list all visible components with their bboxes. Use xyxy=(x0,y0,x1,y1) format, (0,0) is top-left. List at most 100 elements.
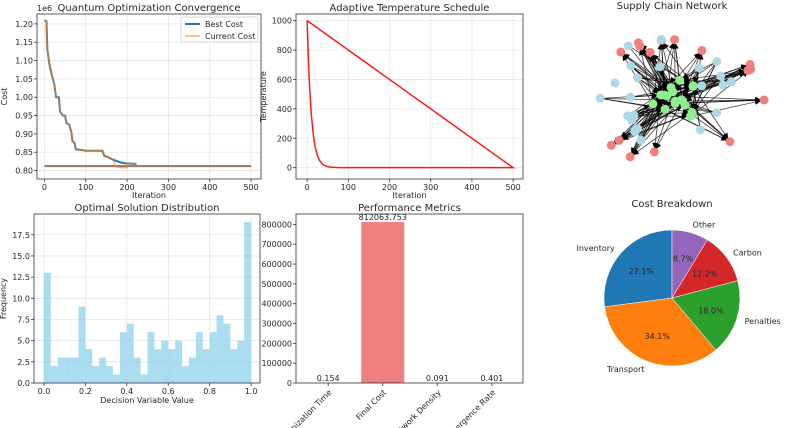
histogram-bar xyxy=(106,366,113,383)
warehouse-node xyxy=(630,126,640,136)
warehouse-node xyxy=(712,56,722,66)
y-tick-label: 0.80 xyxy=(15,167,33,176)
warehouse-node xyxy=(623,41,633,51)
hub-node xyxy=(677,96,687,106)
legend-frame xyxy=(180,16,259,43)
x-tick-label: 500 xyxy=(243,183,258,192)
y-tick-label: 600 xyxy=(277,75,292,84)
x-tick-label: 400 xyxy=(464,183,479,192)
x-tick-label: 200 xyxy=(382,183,397,192)
supplier-node xyxy=(725,137,735,147)
warehouse-node xyxy=(633,73,643,83)
network-edge xyxy=(600,97,693,114)
histogram-bar xyxy=(209,332,217,383)
chart-title: Quantum Optimization Convergence xyxy=(58,3,241,14)
x-axis-label: Iteration xyxy=(393,191,427,200)
hub-node xyxy=(648,99,658,109)
y-tick-label: 500000 xyxy=(261,280,292,289)
histogram-bar xyxy=(244,222,252,383)
warehouse-node xyxy=(697,81,707,91)
y-tick-label: 1.05 xyxy=(15,75,33,84)
x-axis-label: Decision Variable Value xyxy=(100,396,194,405)
y-axis-label: Cost xyxy=(0,88,9,106)
y-tick-label: 1.20 xyxy=(15,20,33,29)
series-line-current-cost xyxy=(44,19,252,169)
axes-frame xyxy=(295,213,524,384)
x-tick-label: 300 xyxy=(161,183,176,192)
chart-title: Supply Chain Network xyxy=(617,1,728,12)
supplier-node xyxy=(745,59,755,69)
x-tick-label: 0.4 xyxy=(120,387,133,396)
supplier-node xyxy=(635,41,645,51)
pie-percent-label: 27.1% xyxy=(629,267,655,276)
y-tick-label: 0 xyxy=(287,164,292,173)
warehouse-node xyxy=(610,78,620,88)
subplot-1: 0 100 200 300 400 500 0 200 400 600 800 1000 Adaptiv… xyxy=(259,3,524,200)
network-edge xyxy=(690,99,765,117)
y-axis-label: Temperature xyxy=(259,71,268,123)
supplier-node xyxy=(670,35,680,45)
plot-area xyxy=(306,20,516,169)
warehouse-node xyxy=(656,34,666,44)
y-tick-label: 800000 xyxy=(261,220,292,229)
histogram-bar xyxy=(85,349,93,383)
x-tick-label: 1.0 xyxy=(245,387,258,396)
metric-bar xyxy=(361,222,405,383)
y-tick-label: 7.5 xyxy=(17,315,30,324)
histogram-bar xyxy=(230,349,238,383)
y-tick-label: 1.00 xyxy=(15,93,33,102)
x-tick-label: Network Density xyxy=(389,388,442,428)
hub-node xyxy=(675,75,685,85)
network-edge xyxy=(637,77,666,110)
warehouse-node xyxy=(694,63,704,73)
y-tick-label: 0.90 xyxy=(15,130,33,139)
x-tick-label: 0.0 xyxy=(38,387,51,396)
histogram-bar xyxy=(168,349,176,383)
data-label: 812063.753 xyxy=(359,213,407,222)
chart-title: Adaptive Temperature Schedule xyxy=(330,3,490,14)
warehouse-node xyxy=(626,61,636,71)
warehouse-node xyxy=(726,77,736,87)
y-tick-label: 2.5 xyxy=(17,358,30,367)
pie-slice xyxy=(671,229,708,299)
x-tick-label: 0.6 xyxy=(162,387,175,396)
hub-node xyxy=(686,111,696,121)
pie-category-label: Carbon xyxy=(733,248,762,257)
network-graph: Supply Chain Network xyxy=(595,1,769,162)
y-tick-label: 1.15 xyxy=(15,38,33,47)
histogram-bar xyxy=(71,357,79,383)
y-axis-label: Frequency xyxy=(0,278,8,320)
warehouse-node xyxy=(655,62,665,72)
x-tick-label: 200 xyxy=(119,183,134,192)
histogram-bar xyxy=(133,357,141,383)
legend-label: Best Cost xyxy=(205,20,243,29)
histogram-bar xyxy=(237,340,245,383)
supplier-node xyxy=(697,45,707,55)
chart-title: Performance Metrics xyxy=(358,203,461,214)
x-tick-label: 100 xyxy=(341,183,356,192)
hub-node xyxy=(660,104,670,114)
histogram-bar xyxy=(147,332,155,383)
y-tick-label: 800 xyxy=(277,46,292,55)
histogram-bar xyxy=(188,357,196,383)
histogram-bar xyxy=(216,315,224,383)
histogram-bar xyxy=(50,366,58,383)
histogram-bar xyxy=(99,357,107,383)
histogram-bar xyxy=(43,272,51,383)
y-tick-label: 200 xyxy=(277,134,292,143)
axes-frame xyxy=(295,13,524,180)
pie-slice xyxy=(604,297,717,367)
histogram-bar xyxy=(175,340,183,383)
axes-frame xyxy=(36,13,262,180)
pie-category-label: Penalties xyxy=(745,317,781,326)
network-edge xyxy=(637,76,680,83)
pie-percent-label: 18.0% xyxy=(698,306,724,315)
histogram-bar xyxy=(92,366,100,383)
supplier-node xyxy=(649,147,659,157)
network-edge xyxy=(672,61,718,93)
network-edge xyxy=(627,109,692,117)
x-tick-label: 0 xyxy=(305,183,310,192)
network-edge xyxy=(629,112,693,158)
supplier-node xyxy=(616,47,626,57)
